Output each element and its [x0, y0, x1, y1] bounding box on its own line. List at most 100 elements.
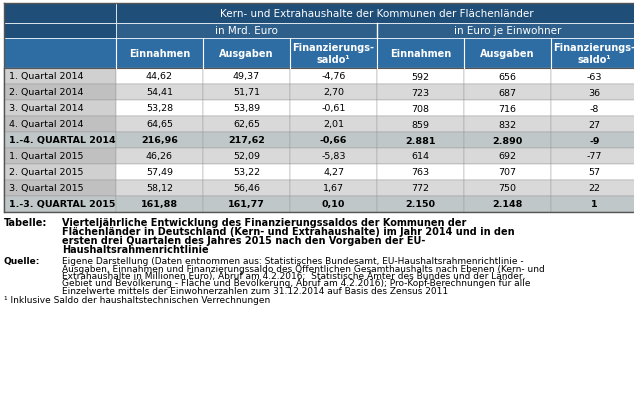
Text: 22: 22: [588, 184, 600, 193]
Text: 36: 36: [588, 88, 600, 97]
Text: Finanzierungs-
saldo¹: Finanzierungs- saldo¹: [553, 43, 634, 65]
Bar: [290, 117, 377, 133]
Bar: [377, 164, 464, 180]
Text: 707: 707: [498, 168, 517, 177]
Bar: [377, 133, 464, 148]
Bar: [4, 148, 116, 164]
Text: 2,01: 2,01: [323, 120, 344, 129]
Text: 0,10: 0,10: [322, 200, 345, 209]
Bar: [116, 133, 203, 148]
Text: Einzelwerte mittels der Einwohnerzahlen zum 31.12.2014 auf Basis des Zensus 2011: Einzelwerte mittels der Einwohnerzahlen …: [62, 286, 448, 295]
Bar: [203, 148, 290, 164]
Bar: [203, 180, 290, 196]
Text: -77: -77: [587, 152, 602, 161]
Text: 859: 859: [411, 120, 429, 129]
Bar: [290, 196, 377, 213]
Text: 161,88: 161,88: [141, 200, 178, 209]
Text: 1: 1: [591, 200, 598, 209]
Bar: [116, 24, 377, 39]
Text: 2,70: 2,70: [323, 88, 344, 97]
Bar: [116, 4, 634, 24]
Text: 216,96: 216,96: [141, 136, 178, 145]
Bar: [203, 69, 290, 85]
Text: 53,22: 53,22: [233, 168, 260, 177]
Bar: [551, 133, 634, 148]
Bar: [203, 133, 290, 148]
Bar: [551, 69, 634, 85]
Text: 2.148: 2.148: [493, 200, 522, 209]
Text: 44,62: 44,62: [146, 72, 173, 81]
Bar: [116, 164, 203, 180]
Text: 1.-3. QUARTAL 2015: 1.-3. QUARTAL 2015: [9, 200, 115, 209]
Bar: [377, 148, 464, 164]
Bar: [116, 117, 203, 133]
Text: 614: 614: [411, 152, 429, 161]
Text: Quelle:: Quelle:: [4, 256, 41, 265]
Bar: [377, 24, 634, 39]
Text: 2. Quartal 2015: 2. Quartal 2015: [9, 168, 84, 177]
Bar: [464, 148, 551, 164]
Text: 723: 723: [411, 88, 430, 97]
Text: -4,76: -4,76: [321, 72, 346, 81]
Text: 57,49: 57,49: [146, 168, 173, 177]
Text: 1.-4. QUARTAL 2014: 1.-4. QUARTAL 2014: [9, 136, 115, 145]
Bar: [203, 39, 290, 69]
Bar: [551, 148, 634, 164]
Text: 708: 708: [411, 104, 429, 113]
Text: Eigene Darstellung (Daten entnommen aus: Statistisches Bundesamt, EU-Haushaltsra: Eigene Darstellung (Daten entnommen aus:…: [62, 256, 524, 265]
Text: Ausgaben: Ausgaben: [219, 49, 274, 59]
Text: Gebiet und Bevölkerung - Fläche und Bevölkerung, Abruf am 4.2.2016); Pro-Kopf-Be: Gebiet und Bevölkerung - Fläche und Bevö…: [62, 279, 531, 288]
Text: 49,37: 49,37: [233, 72, 260, 81]
Bar: [203, 164, 290, 180]
Text: Extrahaushalte in Millionen Euro), Abruf am 4.2.2016;  Statistische Ämter des Bu: Extrahaushalte in Millionen Euro), Abruf…: [62, 271, 526, 280]
Bar: [203, 85, 290, 101]
Text: 56,46: 56,46: [233, 184, 260, 193]
Text: 4,27: 4,27: [323, 168, 344, 177]
Text: 62,65: 62,65: [233, 120, 260, 129]
Bar: [116, 148, 203, 164]
Text: ¹ Inklusive Saldo der haushaltstechnischen Verrechnungen: ¹ Inklusive Saldo der haushaltstechnisch…: [4, 296, 270, 305]
Text: 3. Quartal 2014: 3. Quartal 2014: [9, 104, 84, 113]
Text: 592: 592: [411, 72, 429, 81]
Bar: [551, 196, 634, 213]
Text: Tabelle:: Tabelle:: [4, 218, 48, 227]
Bar: [464, 180, 551, 196]
Bar: [377, 196, 464, 213]
Bar: [203, 101, 290, 117]
Bar: [4, 24, 116, 39]
Bar: [4, 85, 116, 101]
Text: 2.150: 2.150: [406, 200, 436, 209]
Text: 772: 772: [411, 184, 429, 193]
Text: Finanzierungs-
saldo¹: Finanzierungs- saldo¹: [292, 43, 375, 65]
Text: 51,71: 51,71: [233, 88, 260, 97]
Bar: [4, 164, 116, 180]
Text: Ausgaben: Ausgaben: [480, 49, 534, 59]
Bar: [116, 85, 203, 101]
Bar: [464, 164, 551, 180]
Text: Kern- und Extrahaushalte der Kommunen der Flächenländer: Kern- und Extrahaushalte der Kommunen de…: [220, 9, 534, 19]
Text: 3. Quartal 2015: 3. Quartal 2015: [9, 184, 84, 193]
Text: 2.881: 2.881: [405, 136, 436, 145]
Bar: [290, 85, 377, 101]
Bar: [290, 69, 377, 85]
Bar: [464, 85, 551, 101]
Bar: [4, 180, 116, 196]
Text: Einnahmen: Einnahmen: [129, 49, 190, 59]
Text: 716: 716: [498, 104, 517, 113]
Bar: [551, 164, 634, 180]
Text: 53,89: 53,89: [233, 104, 260, 113]
Text: 763: 763: [411, 168, 430, 177]
Bar: [4, 133, 116, 148]
Bar: [4, 69, 116, 85]
Text: in Mrd. Euro: in Mrd. Euro: [215, 27, 278, 36]
Bar: [203, 196, 290, 213]
Text: -0,61: -0,61: [321, 104, 346, 113]
Bar: [377, 180, 464, 196]
Bar: [116, 101, 203, 117]
Text: 1. Quartal 2014: 1. Quartal 2014: [9, 72, 84, 81]
Bar: [116, 39, 203, 69]
Bar: [377, 117, 464, 133]
Text: 46,26: 46,26: [146, 152, 173, 161]
Text: -5,83: -5,83: [321, 152, 346, 161]
Text: 52,09: 52,09: [233, 152, 260, 161]
